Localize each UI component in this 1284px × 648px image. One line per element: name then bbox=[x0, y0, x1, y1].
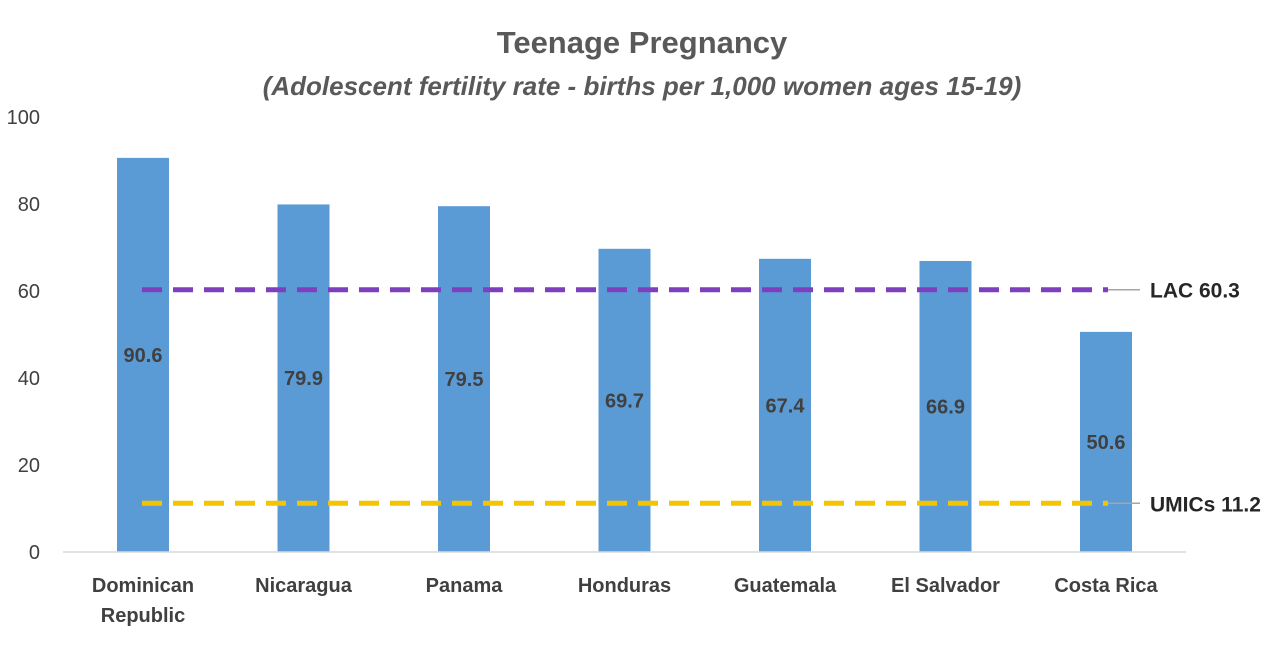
x-category-label: Honduras bbox=[578, 575, 671, 597]
reference-lines: LAC 60.3 UMICs 11.2 bbox=[142, 280, 1261, 516]
reference-label-umics: UMICs 11.2 bbox=[1150, 493, 1261, 516]
data-label: 69.7 bbox=[605, 390, 644, 412]
bar bbox=[117, 157, 169, 552]
bar bbox=[1080, 331, 1132, 552]
bar bbox=[277, 204, 330, 552]
data-label: 67.4 bbox=[766, 395, 806, 417]
data-label: 79.9 bbox=[284, 368, 323, 390]
y-tick-label: 20 bbox=[18, 455, 40, 477]
y-tick-label: 100 bbox=[7, 107, 40, 129]
y-tick-label: 0 bbox=[29, 542, 40, 564]
data-labels: 90.6 79.9 79.5 69.7 67.4 66.9 50.6 bbox=[124, 345, 1126, 454]
data-label: 50.6 bbox=[1087, 432, 1126, 454]
x-category-label: Dominican Republic bbox=[92, 575, 194, 627]
x-category-label: Guatemala bbox=[734, 575, 837, 597]
y-tick-label: 80 bbox=[18, 194, 40, 216]
data-label: 79.5 bbox=[445, 369, 484, 391]
x-category-label: Nicaragua bbox=[255, 575, 353, 597]
chart-title: Teenage Pregnancy bbox=[497, 25, 788, 60]
x-category-label: El Salvador bbox=[891, 575, 1000, 597]
bars bbox=[117, 157, 1132, 553]
x-category-label: Panama bbox=[426, 575, 504, 597]
y-tick-label: 60 bbox=[18, 281, 40, 303]
x-axis-categories: Dominican Republic Nicaragua Panama Honduras… bbox=[92, 575, 1159, 627]
data-label: 90.6 bbox=[124, 345, 163, 367]
reference-label-lac: LAC 60.3 bbox=[1150, 280, 1240, 303]
x-category-label: Costa Rica bbox=[1054, 575, 1158, 597]
y-axis-ticks: 0 20 40 60 80 100 bbox=[7, 107, 40, 564]
y-tick-label: 40 bbox=[18, 368, 40, 390]
chart-subtitle: (Adolescent fertility rate - births per … bbox=[263, 71, 1022, 101]
data-label: 66.9 bbox=[926, 396, 965, 418]
bar bbox=[438, 206, 490, 553]
